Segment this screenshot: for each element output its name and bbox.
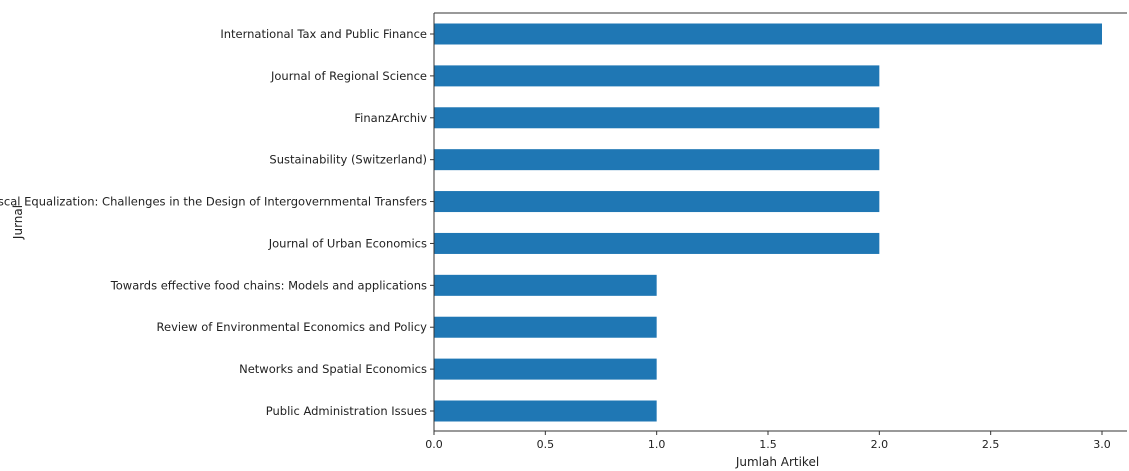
x-tick-label: 2.0 <box>871 438 889 451</box>
bar <box>434 107 880 129</box>
category-label: Towards effective food chains: Models an… <box>110 278 427 292</box>
category-label: Review of Environmental Economics and Po… <box>157 320 428 334</box>
category-labels-group: International Tax and Public Finance Jour… <box>0 27 434 418</box>
bar <box>434 400 657 422</box>
category-label: FinanzArchiv <box>354 111 427 125</box>
category-label: Networks and Spatial Economics <box>239 362 427 376</box>
bar <box>434 149 880 171</box>
category-label: Sustainability (Switzerland) <box>269 153 427 167</box>
x-tick-label: 1.0 <box>648 438 666 451</box>
x-tick-label: 1.5 <box>759 438 777 451</box>
x-tick-label: 2.5 <box>982 438 1000 451</box>
y-axis-label: Jurnal <box>11 205 25 240</box>
bar <box>434 23 1102 45</box>
x-tick-label: 0.0 <box>425 438 443 451</box>
category-label: Journal of Regional Science <box>270 69 427 83</box>
bar <box>434 191 880 213</box>
category-label: International Tax and Public Finance <box>220 27 427 41</box>
bar <box>434 274 657 296</box>
category-label: Fiscal Equalization: Challenges in the D… <box>0 195 427 209</box>
bars-group <box>434 23 1102 422</box>
bar <box>434 65 880 87</box>
x-ticks-group: 0.0 0.5 1.0 1.5 2.0 2.5 3.0 <box>425 431 1111 451</box>
x-tick-label: 3.0 <box>1093 438 1111 451</box>
bar <box>434 232 880 254</box>
x-axis-label: Jumlah Artikel <box>735 455 819 469</box>
category-label: Public Administration Issues <box>266 404 427 418</box>
bar <box>434 358 657 380</box>
x-tick-label: 0.5 <box>537 438 555 451</box>
category-label: Journal of Urban Economics <box>268 236 427 250</box>
bar <box>434 316 657 338</box>
